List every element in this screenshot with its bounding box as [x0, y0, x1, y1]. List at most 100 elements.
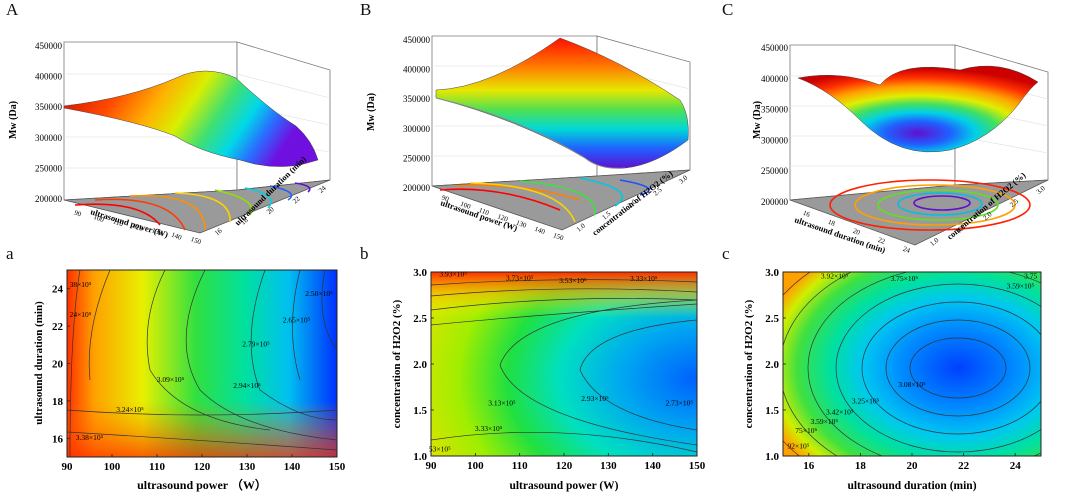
x-label-c: ultrasound duration (min)	[847, 480, 976, 492]
y-label-a: ultrasound duration (min)	[33, 301, 45, 425]
y-tick-label: 1.0	[413, 451, 427, 463]
z-label-C: Mw (Da)	[752, 101, 763, 139]
surface-plot-B: 450000 400000 350000 300000 250000 200000 Mw …	[366, 35, 691, 243]
contour-level-label: 3.59×10⁵	[1007, 282, 1035, 291]
x-tick-label: 150	[689, 460, 706, 472]
contour-labels-b: 3.93×10⁵ 3.73×10⁵ 3.53×10⁵ 3.33×10⁵ 3.13×10⁵…	[429, 270, 693, 454]
x-tick-label: 100	[92, 213, 105, 224]
y-tick-label: 20	[265, 205, 276, 216]
x-label-b: ultrasound power (W)	[509, 480, 618, 492]
x-tick-label: 140	[533, 225, 546, 236]
x-tick-label: 140	[644, 460, 661, 472]
z-tick-label: 400000	[35, 72, 63, 82]
surface-C	[797, 65, 1039, 153]
x-tick-label: 24	[902, 245, 912, 255]
z-tick-label: 400000	[761, 74, 789, 84]
panel-label-A: A	[6, 0, 19, 19]
y-tick-label: 22	[291, 194, 302, 205]
y-tick-label: 2.0	[413, 359, 427, 371]
z-axis-B: 450000 400000 350000 300000 250000 200000	[403, 35, 431, 193]
contour-level-label: 3.25×10⁵	[852, 397, 880, 406]
floor-contours-B	[439, 177, 650, 223]
contour-level-label: 53×10⁵	[429, 444, 451, 453]
contour-level-label: 3.53×10⁵	[559, 276, 587, 285]
contour-level-label: 2.94×10⁵	[233, 381, 261, 390]
z-tick-label: 250000	[35, 163, 63, 173]
contour-level-label: 3.75×10⁵	[891, 274, 919, 283]
contour-lines-a	[67, 270, 337, 457]
x-tick-label: 18	[855, 460, 867, 472]
y-tick-label: 3.0	[413, 267, 427, 279]
z-tick-label: 300000	[761, 135, 789, 145]
panel-label-B: B	[360, 0, 372, 19]
z-tick-label: 200000	[403, 183, 431, 193]
x-tick-label: 20	[852, 227, 862, 237]
axes-c: 16 18 20 22 24 1.0 1.5 2.0 2.5 3.0	[765, 267, 1021, 472]
contour-lines-b	[431, 279, 697, 453]
surface-plot-C: 450000 400000 350000 300000 250000 200000 Mw …	[752, 43, 1049, 255]
floor-contours-C	[829, 179, 1031, 231]
x-tick-label: 16	[802, 209, 812, 219]
axes-b: 90 100 110 120 130 140 150 1.0 1.5 2.0 2.5 3.0	[413, 267, 706, 472]
z-tick-label: 200000	[35, 194, 63, 204]
contour-plot-c: 3.92×10⁵ 3.75×10⁵ 3.75 3.59×10⁵ 3.08×10⁵ 3.25…	[743, 267, 1042, 492]
contour-level-label: 38×10⁵	[70, 280, 92, 289]
contour-level-label: 3.09×10⁵	[157, 375, 185, 384]
contour-level-label: 3.93×10⁵	[439, 270, 467, 279]
x-tick-label: 120	[131, 222, 144, 233]
x-tick-label: 120	[496, 212, 509, 223]
z-tick-label: 350000	[403, 94, 431, 104]
x-tick-label: 150	[190, 235, 203, 246]
x-tick-label: 110	[512, 460, 528, 472]
y-tick-label: 2.0	[765, 359, 779, 371]
x-tick-label: 130	[600, 460, 617, 472]
contour-level-label: 2.65×10⁵	[283, 315, 311, 324]
z-tick-label: 350000	[35, 102, 63, 112]
y-tick-label: 1.5	[765, 405, 779, 417]
x-tick-label: 130	[239, 461, 256, 473]
x-tick-label: 24	[1010, 460, 1022, 472]
panel-label-C: C	[722, 0, 734, 19]
contour-level-label: 3.24×10⁵	[116, 405, 144, 414]
x-axis-B: 90 100 110 120 130 140 150	[441, 194, 566, 243]
contour-level-label: 3.08×10⁵	[898, 380, 926, 389]
contour-level-label: 3.75	[1024, 271, 1037, 280]
x-tick-label: 140	[284, 461, 301, 473]
x-tick-label: 90	[441, 194, 451, 204]
y-label-c: concentration of H2O2 (%)	[743, 299, 755, 428]
x-tick-label: 110	[112, 217, 125, 228]
x-tick-label: 20	[907, 460, 919, 472]
contour-labels-a: 2.50×10⁵ 2.65×10⁵ 2.79×10⁵ 2.94×10⁵ 3.09×10⁵…	[70, 280, 334, 442]
x-tick-label: 16	[803, 460, 815, 472]
x-tick-label: 100	[459, 200, 472, 211]
x-tick-label: 100	[467, 460, 484, 472]
contour-level-label: 3.73×10⁵	[506, 273, 534, 282]
panel-label-c: c	[722, 244, 730, 263]
x-tick-label: 140	[170, 231, 183, 242]
contour-level-label: 24×10⁵	[70, 310, 92, 319]
y-tick-label: 1.5	[413, 405, 427, 417]
contour-fill-c	[783, 272, 1041, 456]
contour-level-label: 3.33×10⁵	[630, 274, 658, 283]
y-tick-label: 18	[52, 396, 64, 408]
contour-level-label: 3.42×10⁵	[826, 408, 854, 417]
contour-level-label: 3.33×10⁵	[475, 424, 503, 433]
x-tick-label: 100	[104, 461, 121, 473]
contour-level-label: 3.38×10⁵	[76, 433, 104, 442]
y-tick-label: 22	[52, 321, 64, 333]
contour-level-label: 92×10⁵	[788, 442, 810, 451]
x-label-a: ultrasound power （W）	[137, 477, 267, 492]
y-tick-label: 16	[213, 226, 224, 237]
x-tick-label: 90	[73, 209, 83, 219]
axes-a: 90 100 110 120 130 140 150 16 18 20 22 24	[52, 284, 346, 473]
z-tick-label: 250000	[761, 166, 789, 176]
y-tick-label: 24	[317, 184, 328, 195]
x-tick-label: 90	[62, 461, 74, 473]
x-tick-label: 22	[958, 460, 970, 472]
x-tick-label: 18	[827, 218, 837, 228]
surface-plot-A: 450000 400000 350000 300000 250000 200000 Mw …	[8, 41, 331, 246]
x-tick-label: 150	[329, 461, 346, 473]
contour-lines-c	[783, 272, 1041, 456]
z-tick-label: 350000	[761, 105, 789, 115]
